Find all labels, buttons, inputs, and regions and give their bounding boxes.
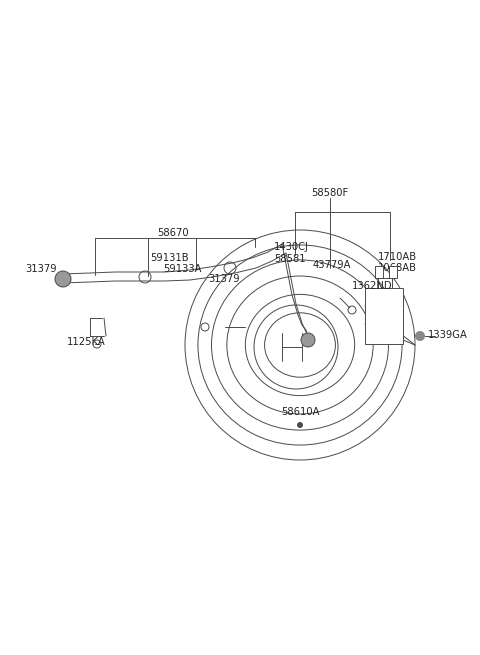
Text: 58580F: 58580F	[312, 188, 348, 198]
Bar	[389, 266, 397, 278]
Circle shape	[301, 333, 315, 347]
Text: 58581: 58581	[274, 254, 306, 264]
Text: 1430CJ: 1430CJ	[274, 242, 309, 252]
Bar	[375, 266, 383, 278]
Circle shape	[415, 331, 425, 341]
Circle shape	[55, 271, 71, 287]
Text: 59131B: 59131B	[150, 253, 189, 263]
Text: 59133A: 59133A	[163, 264, 202, 274]
Text: 1125KA: 1125KA	[67, 337, 106, 347]
Text: 43779A: 43779A	[313, 260, 351, 270]
Text: 1068AB: 1068AB	[378, 263, 417, 273]
Text: 1710AB: 1710AB	[378, 252, 417, 262]
Text: 1362ND: 1362ND	[352, 281, 393, 291]
Text: 58670: 58670	[157, 228, 189, 238]
Text: 31379: 31379	[208, 274, 240, 284]
Text: 31379: 31379	[25, 264, 57, 274]
Text: 1339GA: 1339GA	[428, 330, 468, 340]
Circle shape	[297, 422, 303, 428]
Bar	[365, 288, 403, 344]
Text: 58610A: 58610A	[281, 407, 319, 417]
